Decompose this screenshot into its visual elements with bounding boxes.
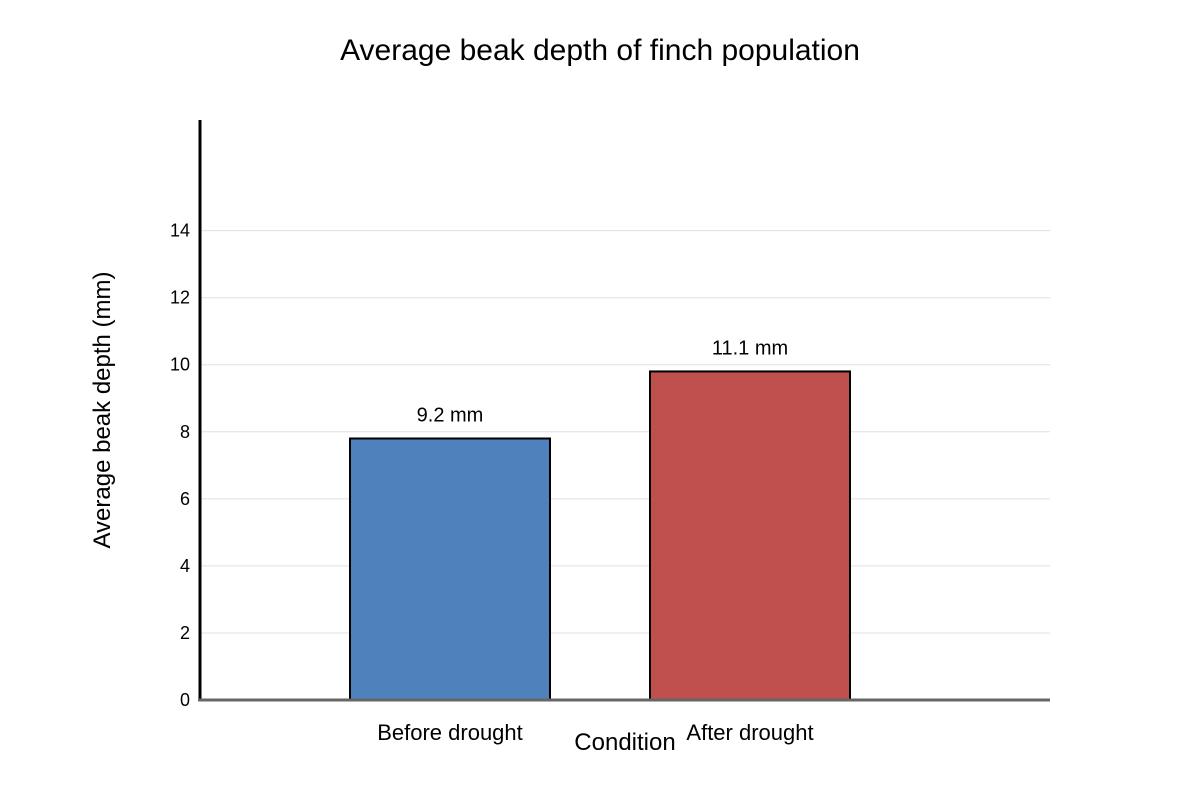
chart-title: Average beak depth of finch population [340,34,860,67]
bar-before-drought [349,437,551,701]
x-category-labels: Before drought After drought [377,720,813,745]
gridlines [200,230,1050,634]
y-tick-label: 2 [180,623,190,643]
bar-value-label: 9.2 mm [417,404,484,426]
x-category-label: After drought [686,720,813,745]
y-axis-title: Average beak depth (mm) [89,271,116,548]
y-tick-label: 8 [180,422,190,442]
data-labels: 9.2 mm 11.1 mm [417,337,789,426]
y-tick-labels: 0 2 4 6 8 10 12 14 [170,221,190,710]
bar-after-drought [649,370,851,701]
bar-value-label: 11.1 mm [712,337,788,359]
y-tick-label: 12 [170,288,190,308]
x-category-label: Before drought [377,720,523,745]
y-tick-label: 14 [170,221,190,241]
y-tick-label: 6 [180,489,190,509]
y-tick-label: 0 [180,690,190,710]
y-tick-label: 4 [180,556,190,576]
x-axis-title: Condition [574,729,675,756]
y-tick-label: 10 [170,355,190,375]
